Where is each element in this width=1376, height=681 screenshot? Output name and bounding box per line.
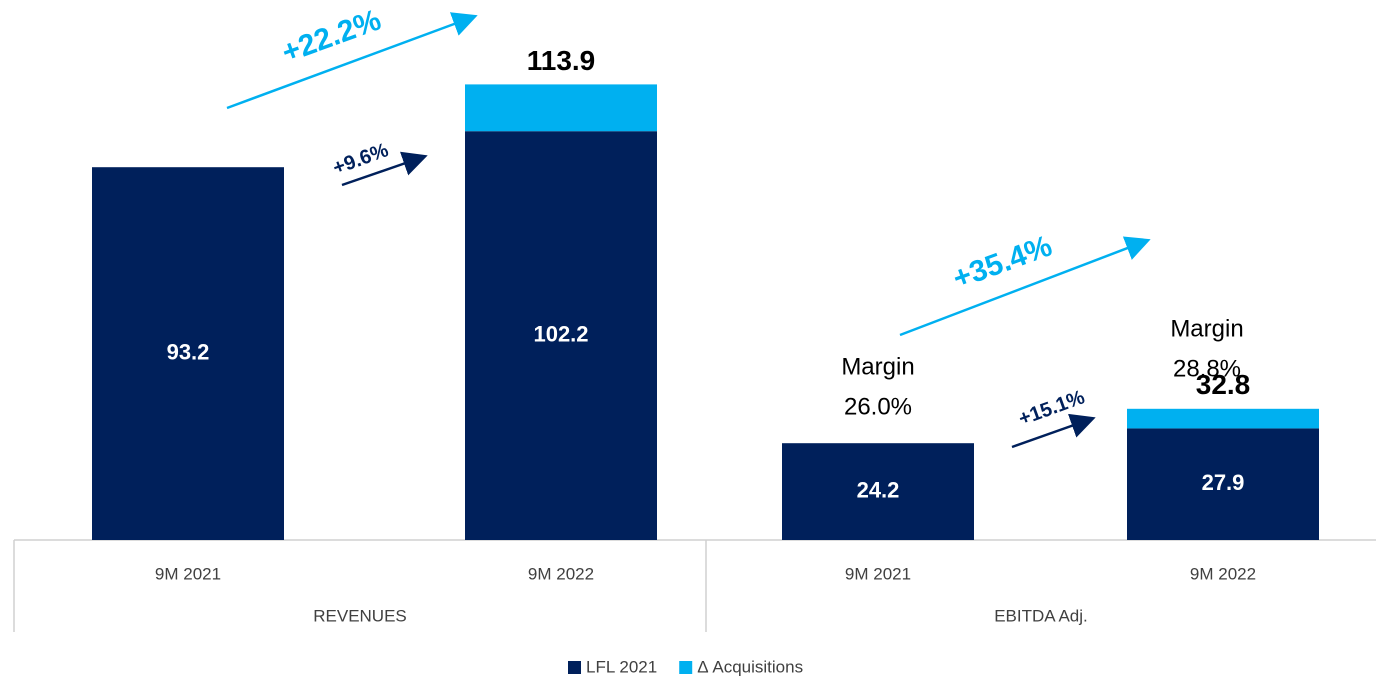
x-tick-label: 9M 2021: [845, 564, 911, 583]
arrow: [341, 151, 428, 187]
growth-label: +22.2%: [278, 3, 386, 69]
margin-value: 26.0%: [844, 393, 912, 420]
legend-swatch: [679, 661, 693, 674]
legend-label: Δ Acquisitions: [697, 657, 803, 676]
arrow: [226, 12, 478, 110]
bar-segment: [465, 131, 657, 540]
growth-label: +35.4%: [949, 229, 1057, 295]
margin-label: Margin: [841, 353, 914, 380]
bar-segment: [782, 443, 974, 540]
margin-label: Margin: [1170, 315, 1243, 342]
total-label: 32.8: [1196, 369, 1251, 400]
group-label: REVENUES: [313, 606, 407, 625]
bar-segment: [1127, 408, 1319, 429]
axis-frame: [13, 539, 1376, 632]
value-label: 27.9: [1202, 470, 1245, 495]
margin-value: 28.8%: [1173, 355, 1241, 382]
total-label: 113.9: [527, 45, 596, 76]
value-label: 102.2: [533, 321, 588, 346]
x-tick-label: 9M 2022: [1190, 564, 1256, 583]
x-tick-label: 9M 2021: [155, 564, 221, 583]
growth-label: +9.6%: [330, 139, 392, 179]
bar-segment: [1127, 428, 1319, 540]
bar-segment: [465, 84, 657, 132]
x-tick-label: 9M 2022: [528, 564, 594, 583]
legend-swatch: [568, 661, 581, 674]
group-label: EBITDA Adj.: [994, 606, 1088, 625]
value-label: 93.2: [167, 339, 210, 364]
value-label: 24.2: [857, 477, 900, 502]
bar-segment: [92, 167, 284, 540]
arrow: [1011, 413, 1096, 449]
arrow: [899, 236, 1151, 337]
legend-label: LFL 2021: [586, 657, 657, 676]
